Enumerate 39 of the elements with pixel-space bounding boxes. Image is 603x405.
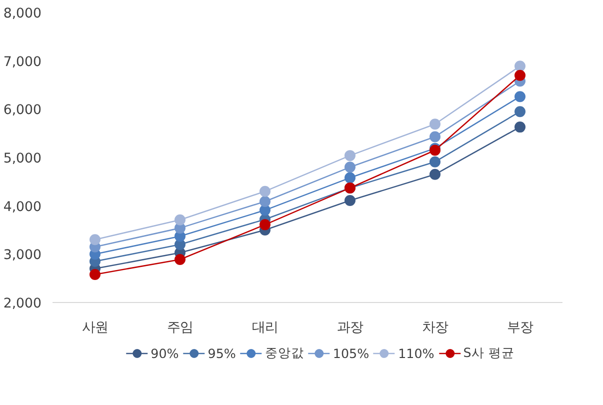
point [514, 122, 526, 133]
point [260, 196, 270, 207]
y-tick-label: 5,000 [3, 152, 42, 166]
legend-label: 105% [332, 346, 370, 360]
point [514, 106, 526, 118]
point [344, 195, 356, 206]
x-tick-label: 차장 [422, 320, 448, 336]
y-tick-label: 2,000 [3, 296, 42, 312]
point [344, 162, 356, 173]
legend-label: 90% [150, 346, 179, 360]
point [430, 168, 440, 180]
x-tick-label: 대리 [252, 320, 278, 336]
point [90, 268, 100, 280]
y-tick-label: 3,000 [3, 248, 42, 264]
y-tick-label: 7,000 [3, 54, 42, 70]
legend-label: S사 평균 [463, 344, 514, 362]
point [430, 118, 440, 130]
legend-label: 110% [398, 346, 434, 360]
point [514, 91, 526, 102]
point [260, 219, 270, 230]
point [174, 254, 186, 265]
point [174, 214, 186, 226]
legend-label: 중앙값 [264, 344, 304, 362]
point [514, 60, 526, 72]
point [344, 150, 356, 162]
point [260, 186, 270, 197]
x-tick-label: 사원 [82, 320, 108, 336]
y-tick-label: 8,000 [3, 6, 42, 22]
y-tick-label: 4,000 [3, 200, 42, 215]
point [430, 131, 440, 142]
legend-label: 95% [208, 346, 236, 360]
y-tick-label: 6,000 [3, 103, 42, 118]
point [344, 172, 356, 184]
x-tick-label: 부장 [507, 320, 533, 336]
point [90, 234, 100, 246]
x-tick-label: 과장 [337, 320, 363, 336]
point [514, 70, 526, 81]
point [430, 156, 440, 168]
x-tick-label: 주임 [167, 320, 193, 336]
